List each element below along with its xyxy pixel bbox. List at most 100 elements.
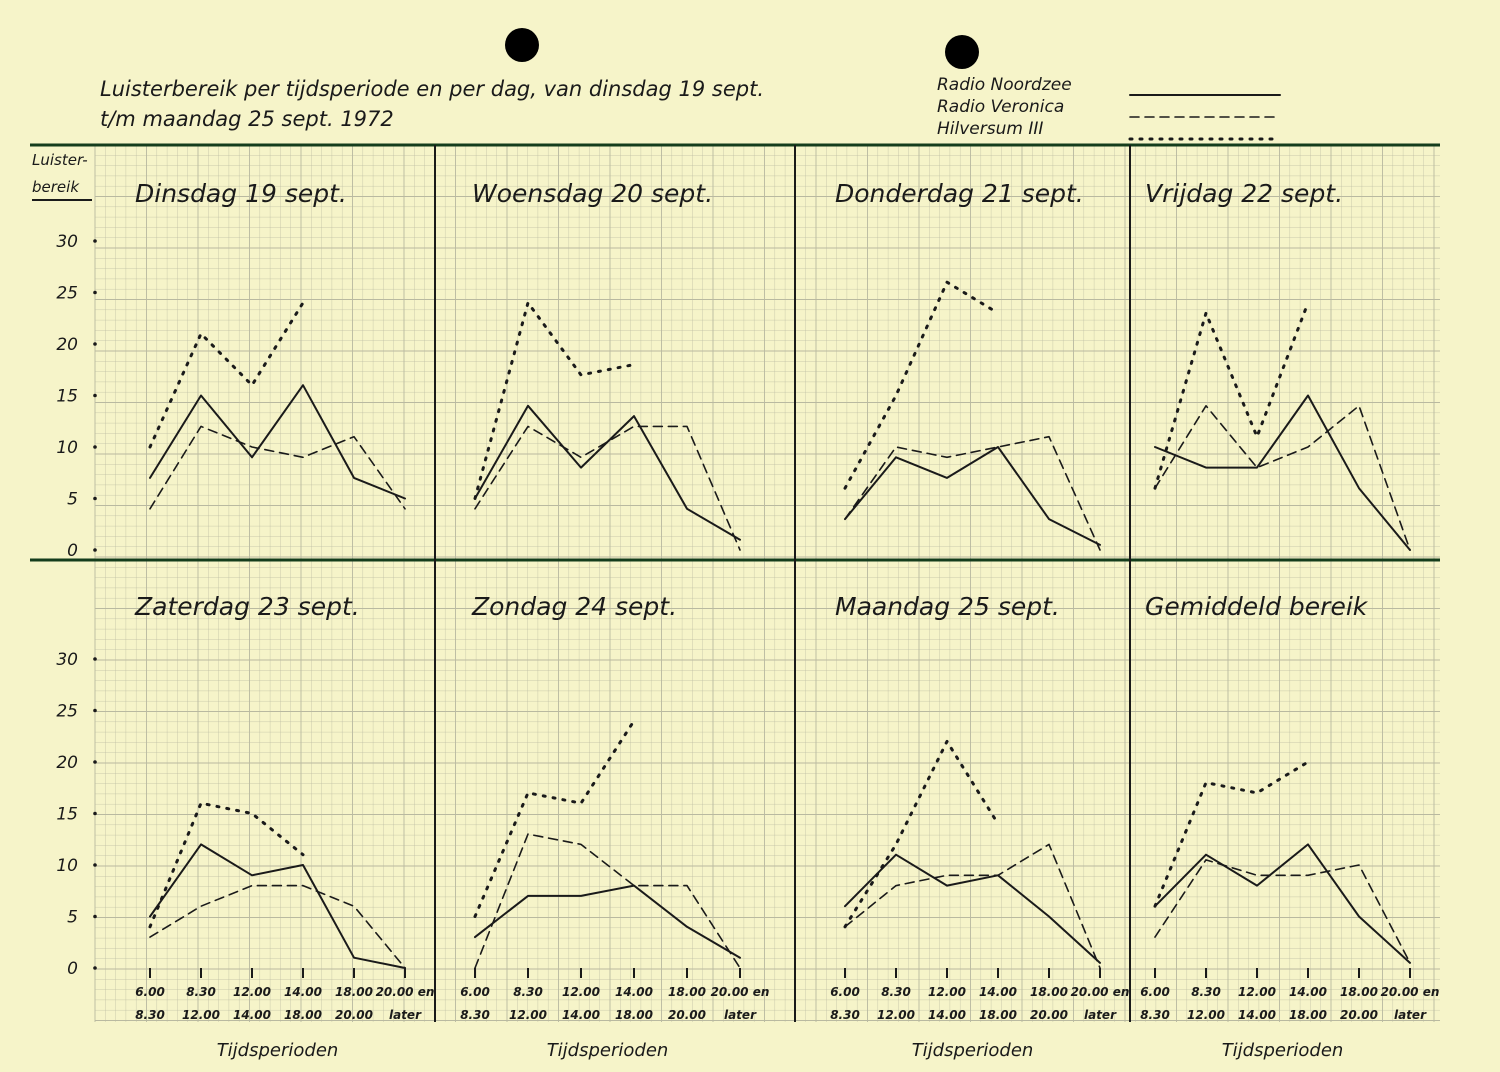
y-tick-mark [93,393,97,398]
y-tick-label: 20 [56,753,78,773]
series-line-hilversum-iii [473,301,636,500]
y-tick-label: 15 [56,387,78,407]
x-tick-label: 12.00 [877,1008,915,1022]
y-tick-label: 30 [56,650,78,670]
series-line-hilversum-iii [473,719,636,918]
x-tick-label: 18.00 [335,985,373,999]
x-tick-label: 12.00 [233,985,271,999]
x-tick-label: 6.00 [830,985,860,999]
x-tick-label: 18.00 [1030,985,1068,999]
panel-title: Donderdag 21 sept. [835,179,1084,208]
x-tick-label: 18.00 [284,1008,322,1022]
x-tick-label: 12.00 [182,1008,220,1022]
legend-label: Radio Noordzee [937,75,1072,95]
x-tick-label: 8.30 [135,1008,165,1022]
series-line-hilversum-iii [1153,301,1310,490]
y-tick-label: 5 [67,490,78,510]
x-tick-label: 6.00 [460,985,490,999]
y-tick-label: 5 [67,908,78,928]
x-tick-label: 6.00 [1140,985,1170,999]
x-tick-label: later [1084,1008,1117,1022]
series-line-radio-noordzee [149,843,406,969]
series-line-radio-noordzee [1154,394,1411,551]
series-line-hilversum-iii [148,301,305,449]
x-tick-label: 6.00 [135,985,165,999]
x-tick-label: 8.30 [1140,1008,1170,1022]
series-line-radio-veronica [844,843,1101,969]
panel-6: Zondag 24 sept. 6.00 8.30 8.30 12.00 12.00 14.… [460,592,769,1061]
x-tick-label: 20.00 [1030,1008,1068,1022]
panel-7: Maandag 25 sept. 6.00 8.30 8.30 12.00 12.00 14… [830,592,1129,1061]
y-axis-label: Luister- [32,151,88,169]
y-tick-label: 30 [56,232,78,252]
panel-frame: Luister-bereik [30,143,1440,1022]
x-tick-label: later [389,1008,422,1022]
x-tick-label: 12.00 [1238,985,1276,999]
series-line-radio-veronica [844,435,1101,551]
x-tick-label: 18.00 [1340,985,1378,999]
x-tick-label: 12.00 [1187,1008,1225,1022]
y-tick-mark [93,863,97,867]
x-tick-label: 18.00 [668,985,706,999]
x-tick-label: 14.00 [1289,985,1327,999]
panel-4: Vrijdag 22 sept. [1145,179,1411,551]
series-line-radio-veronica [1154,859,1411,964]
y-tick-mark [93,239,97,243]
y-tick-label: 0 [67,959,78,979]
title-line-1: Luisterbereik per tijdsperiode en per da… [100,77,764,101]
punch-hole-left [505,28,539,62]
x-axis-label: Tijdsperioden [912,1040,1034,1061]
series-line-radio-noordzee [844,446,1101,546]
x-tick-label: 20.00 en [1071,985,1130,999]
y-tick-mark [93,657,97,661]
x-tick-label: 8.30 [830,1008,860,1022]
x-tick-label: 14.00 [928,1008,966,1022]
panel-title: Woensdag 20 sept. [472,179,713,208]
x-tick-label: 12.00 [562,985,600,999]
y-tick-mark [93,445,97,449]
x-tick-label: 20.00 en [376,985,435,999]
x-tick-label: 8.30 [1191,985,1221,999]
x-tick-label: 20.00 [668,1008,706,1022]
y-tick-mark [93,966,97,970]
series-line-hilversum-iii [843,280,1000,490]
y-tick-label: 10 [56,856,78,876]
y-tick-mark [93,914,97,919]
x-tick-label: 12.00 [509,1008,547,1022]
series-line-radio-veronica [474,833,741,969]
series-line-radio-noordzee [149,384,406,500]
y-tick-label: 20 [56,335,78,355]
x-tick-label: 14.00 [615,985,653,999]
y-tick-label: 15 [56,805,78,825]
x-tick-label: 12.00 [928,985,966,999]
x-tick-label: 8.30 [881,985,911,999]
panel-title: Zondag 24 sept. [471,592,677,621]
x-tick-label: 20.00 [1340,1008,1378,1022]
x-tick-label: 14.00 [562,1008,600,1022]
x-tick-label: 18.00 [1289,1008,1327,1022]
panel-1: Dinsdag 19 sept. 0 5 10 15 20 25 30 [56,179,406,561]
series-line-radio-veronica [474,425,741,551]
x-axis-label: Tijdsperioden [1222,1040,1344,1061]
x-tick-label: later [1394,1008,1427,1022]
panel-title: Gemiddeld bereik [1145,592,1369,621]
x-tick-label: 18.00 [615,1008,653,1022]
panel-3: Donderdag 21 sept. [835,179,1101,551]
series-line-radio-veronica [149,884,406,969]
y-tick-mark [93,760,97,764]
x-tick-label: 20.00 en [711,985,770,999]
x-tick-label: 8.30 [460,1008,490,1022]
x-tick-label: 14.00 [284,985,322,999]
title-line-2: t/m maandag 25 sept. 1972 [100,107,394,131]
x-tick-label: 14.00 [979,985,1017,999]
panel-8: Gemiddeld bereik 6.00 8.30 8.30 12.00 12.00 14… [1140,592,1439,1061]
series-line-radio-noordzee [844,853,1101,964]
series-line-radio-noordzee [474,884,741,959]
panel-title: Vrijdag 22 sept. [1145,179,1343,208]
y-tick-label: 0 [67,541,78,561]
legend-label: Radio Veronica [937,97,1064,117]
y-tick-mark [93,548,97,552]
series-line-hilversum-iii [1153,760,1310,908]
